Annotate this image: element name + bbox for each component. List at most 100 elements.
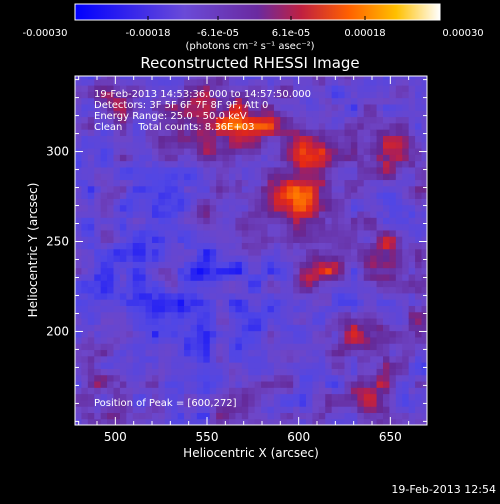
heatmap-cell [132, 336, 140, 344]
heatmap-cell [395, 255, 403, 262]
heatmap-cell [241, 116, 249, 124]
heatmap-cell [331, 380, 339, 388]
heatmap-cell [402, 330, 410, 338]
heatmap-cell [415, 324, 423, 332]
heatmap-cell [363, 362, 371, 369]
heatmap-cell [306, 387, 314, 395]
heatmap-cell [286, 236, 294, 244]
heatmap-cell [331, 355, 339, 363]
heatmap-cell [152, 173, 160, 181]
heatmap-cell [119, 311, 127, 319]
heatmap-cell [325, 135, 333, 143]
heatmap-cell [196, 185, 204, 193]
heatmap-cell [312, 135, 320, 143]
heatmap-cell [389, 84, 397, 92]
heatmap-cell [370, 173, 378, 181]
heatmap-cell [164, 129, 172, 136]
heatmap-cell [158, 223, 166, 231]
heatmap-cell [254, 160, 262, 168]
heatmap-cell [299, 343, 307, 351]
heatmap-cell [184, 78, 192, 86]
heatmap-cell [325, 141, 333, 149]
heatmap-cell [325, 355, 333, 363]
heatmap-cell [363, 122, 371, 130]
heatmap-cell [75, 84, 83, 92]
heatmap-cell [325, 368, 333, 376]
heatmap-cell [395, 317, 403, 325]
heatmap-cell [338, 160, 346, 168]
heatmap-cell [254, 286, 262, 294]
heatmap-cell [203, 393, 211, 401]
heatmap-cell [312, 223, 320, 231]
heatmap-cell [248, 97, 256, 105]
heatmap-cell [261, 147, 269, 155]
heatmap-cell [383, 324, 391, 332]
heatmap-cell [415, 110, 423, 118]
heatmap-cell [344, 97, 352, 105]
heatmap-cell [145, 380, 153, 388]
heatmap-cell [94, 179, 102, 187]
heatmap-cell [139, 147, 147, 155]
heatmap-cell [87, 160, 95, 168]
heatmap-cell [344, 116, 352, 124]
heatmap-cell [421, 192, 427, 199]
heatmap-cell [344, 192, 352, 199]
heatmap-cell [293, 179, 301, 187]
heatmap-cell [222, 349, 230, 357]
heatmap-cell [370, 336, 378, 344]
heatmap-cell [152, 97, 160, 105]
heatmap-cell [190, 349, 198, 357]
heatmap-cell [254, 336, 262, 344]
heatmap-cell [113, 418, 121, 425]
heatmap-cell [222, 248, 230, 256]
heatmap-cell [152, 179, 160, 187]
heatmap-cell [196, 97, 204, 105]
heatmap-cell [119, 76, 127, 80]
heatmap-cell [75, 173, 83, 181]
heatmap-cell [87, 179, 95, 187]
heatmap-cell [318, 78, 326, 86]
heatmap-cell [222, 343, 230, 351]
heatmap-cell [280, 317, 288, 325]
heatmap-cell [229, 198, 237, 206]
heatmap-cell [171, 135, 179, 143]
heatmap-cell [171, 76, 179, 80]
heatmap-cell [241, 418, 249, 425]
heatmap-cell [164, 406, 172, 414]
heatmap-cell [222, 76, 230, 80]
heatmap-cell [318, 368, 326, 376]
heatmap-cell [280, 387, 288, 395]
heatmap-cell [293, 135, 301, 143]
heatmap-cell [81, 406, 89, 414]
heatmap-cell [248, 141, 256, 149]
heatmap-cell [164, 362, 172, 369]
heatmap-cell [248, 267, 256, 275]
heatmap-cell [286, 286, 294, 294]
heatmap-cell [177, 154, 185, 162]
heatmap-cell [357, 154, 365, 162]
heatmap-cell [408, 210, 416, 218]
heatmap-cell [370, 160, 378, 168]
heatmap-cell [293, 317, 301, 325]
heatmap-cell [370, 292, 378, 300]
heatmap-cell [338, 418, 346, 425]
heatmap-cell [415, 399, 423, 407]
heatmap-cell [107, 103, 115, 111]
heatmap-cell [107, 261, 115, 269]
heatmap-cell [395, 217, 403, 225]
heatmap-cell [267, 160, 275, 168]
heatmap-cell [273, 97, 281, 105]
heatmap-cell [177, 330, 185, 338]
heatmap-cell [370, 236, 378, 244]
heatmap-cell [241, 286, 249, 294]
heatmap-cell [383, 399, 391, 407]
heatmap-cell [299, 84, 307, 92]
heatmap-cell [190, 406, 198, 414]
heatmap-cell [344, 236, 352, 244]
heatmap-cell [370, 166, 378, 174]
heatmap-cell [299, 110, 307, 118]
heatmap-cell [100, 103, 108, 111]
heatmap-cell [139, 129, 147, 136]
heatmap-cell [402, 179, 410, 187]
heatmap-cell [415, 261, 423, 269]
